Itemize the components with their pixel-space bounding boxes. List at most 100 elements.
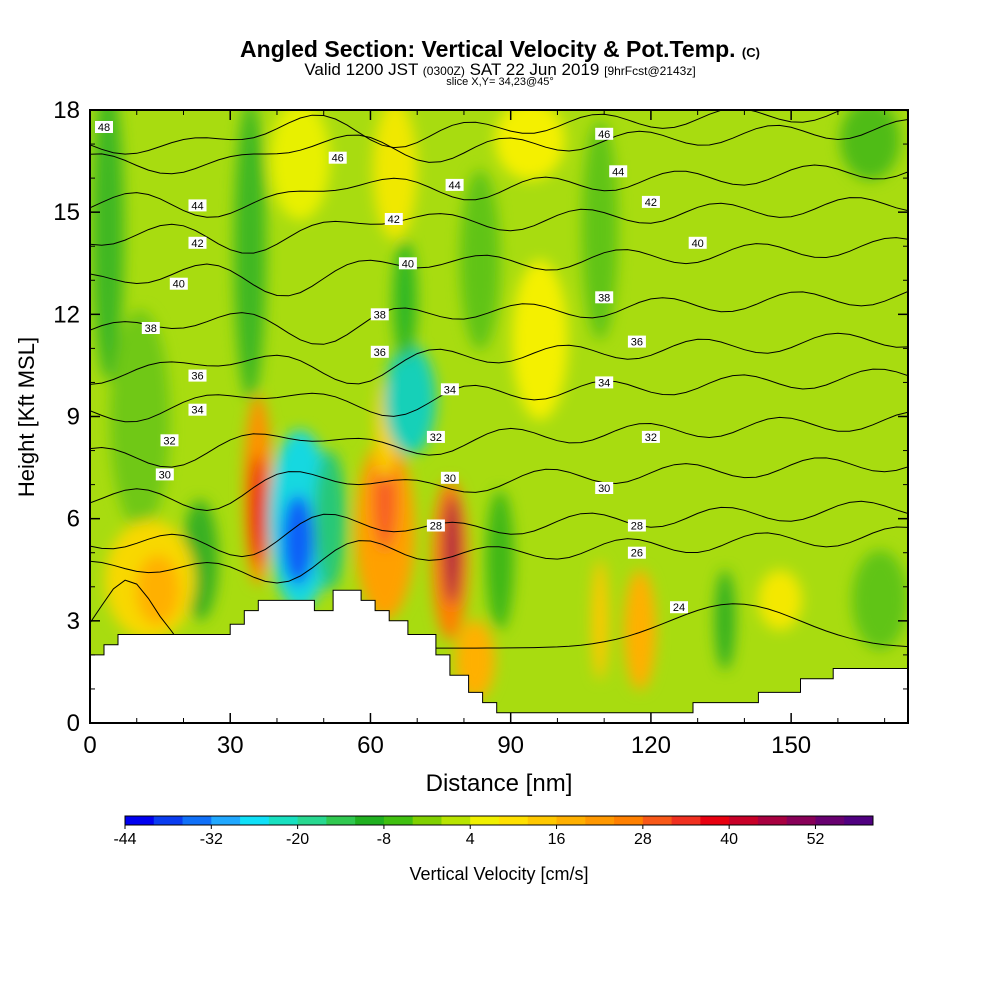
colorbar-swatch [614, 816, 644, 825]
colorbar-swatch [786, 816, 816, 825]
y-tick-label: 0 [67, 710, 80, 737]
isentrope-44 [90, 164, 908, 218]
isentrope-32 [90, 411, 908, 468]
colorbar-swatch [383, 816, 414, 825]
colorbar-swatch [844, 816, 874, 825]
colorbar-swatch [470, 816, 500, 825]
isentrope-label-bg [445, 178, 464, 191]
terrain-mask [89, 589, 909, 724]
isentrope-label-bg [641, 195, 660, 208]
isentrope-26 [90, 526, 908, 584]
colorbar-frame [124, 815, 874, 826]
midlevel-downdraft [384, 345, 436, 455]
isentrope-label-bg [627, 519, 646, 532]
isentrope-label: 26 [631, 548, 643, 560]
y-tick-label: 15 [53, 199, 80, 226]
isentrope-label-bg [440, 471, 459, 484]
isentrope-label-bg [328, 151, 347, 164]
updraft-core-3 [444, 495, 460, 605]
isentrope-28 [90, 500, 908, 558]
upper-sink-far-east [840, 110, 900, 180]
isentrope-label: 38 [598, 292, 610, 304]
isentrope-label: 32 [430, 432, 442, 444]
isentrope-label-bg [670, 601, 688, 614]
upper-updraft-central [512, 260, 568, 420]
isentrope-42 [90, 197, 908, 254]
colorbar-swatch [499, 816, 529, 825]
chart-title: Angled Section: Vertical Velocity & Pot.… [240, 36, 760, 62]
y-tick-label: 9 [67, 404, 80, 431]
colorbar-swatch [815, 816, 845, 825]
x-tick-label: 90 [497, 732, 524, 759]
isentrope-label-bg [95, 121, 113, 133]
upper-updraft-top [495, 110, 565, 180]
y-tick-label: 3 [67, 608, 80, 635]
isentrope-label: 44 [448, 180, 460, 192]
isentrope-36 [90, 332, 908, 385]
colorbar-tick-label: 40 [720, 831, 738, 848]
isentrope-label: 40 [402, 258, 414, 270]
colorbar-swatch [211, 816, 241, 825]
weak-sink-band-1 [110, 310, 170, 530]
colorbar-swatch [441, 816, 471, 825]
colorbar-swatch [268, 816, 299, 825]
x-axis-label: Distance [nm] [426, 770, 573, 797]
isentrope-label-bg [169, 277, 188, 290]
isentrope-label-bg [688, 236, 707, 249]
isentrope-label-bg [384, 213, 403, 225]
updraft-core-2 [373, 450, 397, 550]
colorbar-swatch [297, 816, 327, 825]
isentrope-label-bg [440, 383, 459, 396]
x-tick-label: 60 [357, 732, 384, 759]
colorbar-swatch [326, 816, 356, 825]
colorbar-swatch [240, 816, 270, 825]
colorbar-tick-label: 16 [548, 831, 566, 848]
colorbar-swatch [355, 816, 385, 825]
isentrope-label-bg [188, 369, 207, 382]
colorbar-tick-label: 52 [807, 831, 825, 848]
colorbar-swatch [182, 816, 212, 825]
colorbar-tick-label: -32 [200, 831, 223, 848]
y-tick-label: 18 [53, 97, 80, 124]
isentrope-label-bg [370, 345, 389, 358]
updraft-core-1 [250, 455, 266, 565]
isentrope-30 [90, 457, 908, 512]
isentrope-label-bg [155, 468, 174, 481]
isentrope-label-bg [188, 403, 207, 416]
colorbar-swatch [642, 816, 673, 825]
downdraft-core [282, 495, 314, 585]
x-tick-label: 0 [83, 732, 96, 759]
isentrope-label: 38 [145, 323, 157, 335]
isentrope-label-bg [426, 430, 445, 443]
isentrope-label-bg [627, 546, 646, 559]
colorbar-swatch [585, 816, 615, 825]
isentrope-label: 24 [673, 602, 685, 614]
isentrope-40 [90, 237, 908, 297]
isentrope-label: 44 [191, 200, 203, 212]
isentrope-label-bg [595, 376, 614, 389]
isentrope-label: 42 [388, 214, 400, 226]
low-updraft-east-4 [758, 570, 802, 630]
isentrope-label: 46 [598, 129, 610, 141]
isentrope-label-bg [595, 482, 614, 494]
y-tick-label: 6 [67, 506, 80, 533]
isentrope-label: 28 [430, 521, 442, 533]
isentrope-label-bg [398, 257, 417, 270]
isentrope-label-bg [188, 199, 207, 212]
upper-downdraft-streak-1 [234, 110, 266, 400]
field-background [90, 110, 908, 723]
colorbar-swatch [412, 816, 442, 825]
y-axis-label: Height [Kft MSL] [14, 337, 39, 497]
isentrope-label: 30 [159, 469, 171, 481]
isentrope-label: 32 [645, 432, 657, 444]
isentrope-label-bg [370, 308, 389, 321]
low-updraft-east-3 [592, 560, 608, 680]
isentrope-label: 34 [191, 405, 203, 417]
isentrope-label-bg [641, 430, 660, 443]
colorbar-swatch [700, 816, 730, 825]
isentrope-48 [90, 110, 908, 155]
low-sink-east [715, 570, 735, 670]
colorbar-tick-label: -8 [377, 831, 391, 848]
